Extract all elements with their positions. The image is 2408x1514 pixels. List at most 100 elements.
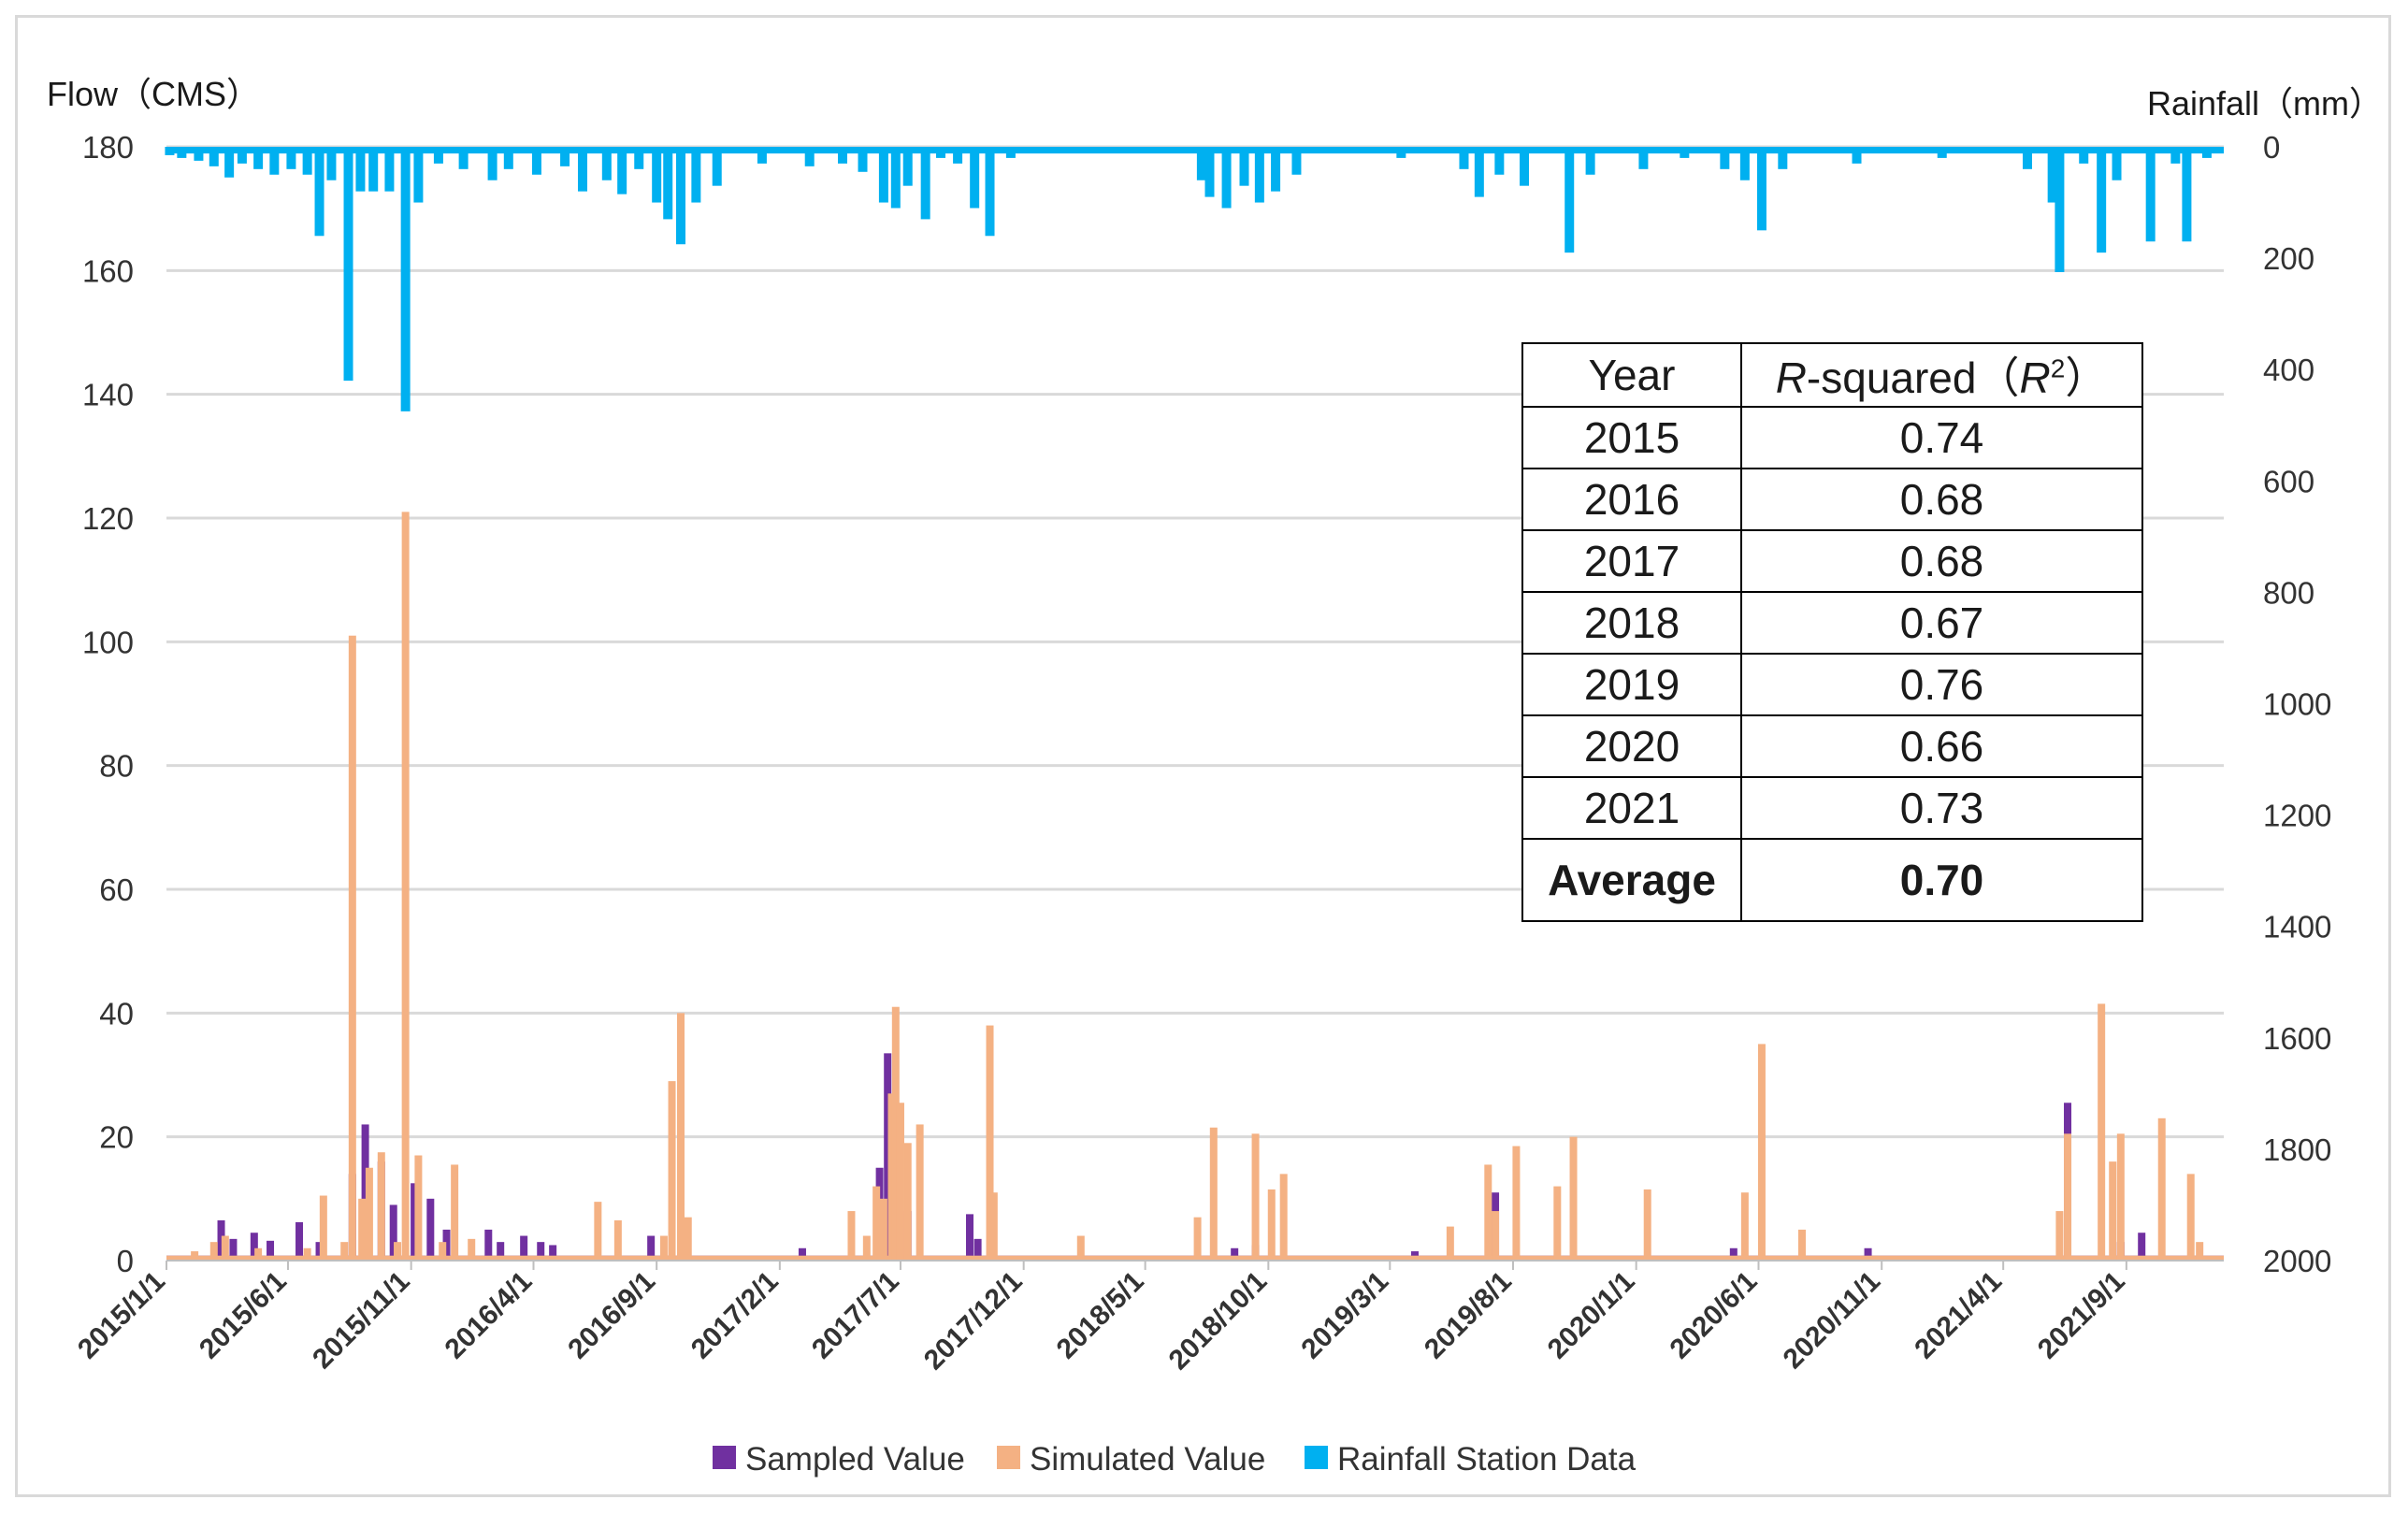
right-tick-label: 600 bbox=[2263, 464, 2314, 498]
data-bar bbox=[224, 147, 235, 178]
data-bar bbox=[634, 147, 644, 169]
data-bar bbox=[439, 1242, 447, 1261]
header-r-squared: R-squared（R2） bbox=[1740, 342, 2143, 408]
right-axis-ticks: 0 200 400 600 800 1000 1200 1400 1600 1800 2000 bbox=[2263, 130, 2331, 1278]
row-value: 0.68 bbox=[1740, 529, 2143, 593]
row-year: 2016 bbox=[1521, 468, 1742, 531]
data-bar bbox=[269, 147, 280, 175]
row-year: 2017 bbox=[1521, 529, 1742, 593]
data-bar bbox=[2182, 147, 2192, 242]
x-tick-label: 2019/8/1 bbox=[1419, 1266, 1518, 1365]
data-bar bbox=[1291, 147, 1302, 175]
data-bar bbox=[798, 1247, 806, 1261]
data-bar bbox=[1076, 1235, 1085, 1261]
x-tick-label: 2017/2/1 bbox=[685, 1266, 785, 1365]
data-bar bbox=[217, 1219, 225, 1261]
data-bar bbox=[1396, 147, 1406, 158]
header-r-middle: -squared（ bbox=[1806, 353, 2020, 402]
data-bar bbox=[647, 1235, 656, 1261]
data-bar bbox=[985, 147, 995, 237]
data-bar bbox=[537, 1242, 545, 1261]
data-bar bbox=[520, 1235, 528, 1261]
row-value: 0.67 bbox=[1740, 591, 2143, 655]
data-bar bbox=[887, 1093, 896, 1261]
data-bar bbox=[319, 1195, 327, 1261]
table-row: 2021 0.73 bbox=[1521, 776, 2143, 840]
data-bar bbox=[617, 147, 627, 195]
data-bar bbox=[2079, 147, 2089, 164]
row-year: 2020 bbox=[1521, 714, 1742, 778]
data-bar bbox=[1494, 147, 1505, 175]
data-bar bbox=[1852, 147, 1862, 164]
left-tick-label: 160 bbox=[82, 253, 134, 288]
data-bar bbox=[253, 147, 264, 169]
x-tick-label: 2021/4/1 bbox=[1909, 1266, 2008, 1365]
data-bar bbox=[560, 147, 570, 166]
data-bar bbox=[361, 1124, 369, 1261]
data-bar bbox=[847, 1211, 856, 1261]
data-bar bbox=[1251, 1133, 1260, 1261]
header-superscript: 2 bbox=[2050, 353, 2066, 383]
data-bar bbox=[250, 1233, 258, 1261]
data-bar bbox=[1279, 1174, 1288, 1261]
data-bar bbox=[1196, 147, 1206, 180]
data-bar bbox=[458, 147, 469, 169]
data-bar bbox=[487, 147, 497, 180]
r-squared-table: Year R-squared（R2） 2015 0.74 2016 0.68 201… bbox=[1521, 342, 2143, 922]
legend-swatch-rainfall bbox=[1305, 1446, 1328, 1469]
data-bar bbox=[884, 1053, 892, 1261]
legend: Sampled Value Simulated Value Rainfall S… bbox=[713, 1441, 1637, 1478]
data-bar bbox=[1254, 147, 1264, 203]
data-bar bbox=[531, 147, 541, 175]
header-r2-letter: R bbox=[2019, 353, 2051, 402]
data-bar bbox=[314, 147, 324, 237]
x-tick-label: 2018/5/1 bbox=[1051, 1266, 1150, 1365]
data-bar bbox=[394, 1242, 402, 1261]
data-bar bbox=[652, 147, 662, 203]
data-bar bbox=[2055, 147, 2065, 272]
data-bar bbox=[1005, 147, 1016, 158]
x-tick-label: 2020/11/1 bbox=[1778, 1266, 1887, 1376]
data-bar bbox=[986, 1025, 994, 1261]
data-bar bbox=[401, 512, 410, 1261]
data-bar bbox=[221, 1235, 229, 1261]
data-bar bbox=[1446, 1226, 1454, 1261]
data-bar bbox=[209, 1242, 218, 1261]
header-close: ） bbox=[2065, 353, 2109, 402]
header-r-letter: R bbox=[1775, 353, 1807, 402]
data-bar bbox=[343, 147, 353, 382]
data-bar bbox=[691, 147, 701, 203]
data-bar bbox=[920, 147, 930, 220]
data-bar bbox=[577, 147, 587, 192]
legend-swatch-sampled bbox=[713, 1446, 736, 1469]
data-bar bbox=[1797, 1229, 1806, 1261]
left-tick-label: 20 bbox=[99, 1120, 134, 1155]
row-year: 2015 bbox=[1521, 406, 1742, 469]
data-bar bbox=[1193, 1217, 1202, 1261]
data-bar bbox=[303, 1247, 311, 1261]
data-bar bbox=[497, 1242, 505, 1261]
legend-label-simulated: Simulated Value bbox=[1030, 1441, 1265, 1478]
row-value: 0.68 bbox=[1740, 468, 2143, 531]
data-bar bbox=[1239, 147, 1249, 186]
data-bar bbox=[872, 1186, 881, 1261]
data-bar bbox=[400, 147, 411, 411]
average-label: Average bbox=[1521, 838, 1742, 922]
data-bar bbox=[1937, 147, 1947, 158]
data-bar bbox=[989, 1192, 998, 1261]
data-bar bbox=[891, 1006, 900, 1261]
data-bar bbox=[1231, 1247, 1239, 1261]
row-year: 2019 bbox=[1521, 653, 1742, 716]
data-bar bbox=[1459, 147, 1469, 169]
data-bar bbox=[209, 147, 219, 166]
data-bar bbox=[1720, 147, 1730, 169]
data-bar bbox=[315, 1242, 324, 1261]
data-bar bbox=[879, 1198, 887, 1261]
data-bar bbox=[970, 147, 980, 209]
row-year: 2018 bbox=[1521, 591, 1742, 655]
data-bar bbox=[191, 1251, 199, 1261]
data-bar bbox=[1564, 147, 1575, 253]
row-value: 0.76 bbox=[1740, 653, 2143, 716]
data-bar bbox=[414, 1155, 423, 1261]
data-bar bbox=[973, 1238, 982, 1261]
